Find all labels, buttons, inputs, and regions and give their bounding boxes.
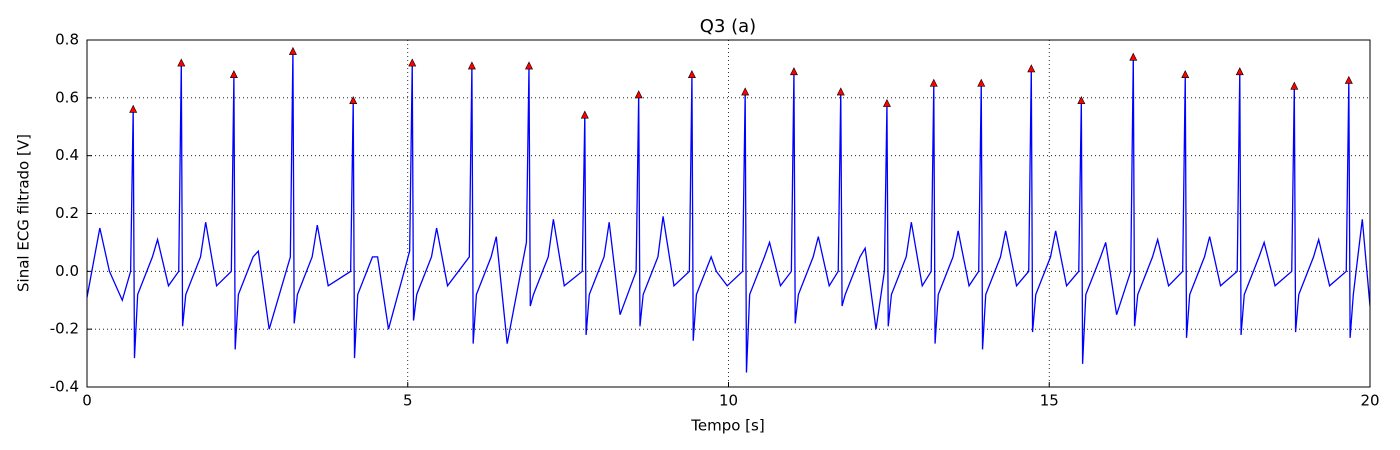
peak-marker <box>1344 75 1353 84</box>
x-tick-label: 15 <box>1040 392 1059 410</box>
y-tick-label: 0.0 <box>55 262 79 280</box>
peak-marker <box>177 58 186 67</box>
x-tick-label: 10 <box>719 392 738 410</box>
peak-marker <box>741 87 750 96</box>
x-axis-label: Tempo [s] <box>690 417 764 435</box>
peak-marker <box>1181 70 1190 78</box>
y-tick-label: 0.4 <box>55 146 79 164</box>
x-tick-label: 20 <box>1360 392 1379 410</box>
peak-marker <box>525 61 533 70</box>
peak-marker <box>1129 52 1138 61</box>
peak-marker <box>977 78 986 87</box>
peak-marker <box>1077 96 1086 105</box>
peak-marker <box>467 61 476 70</box>
y-tick-label: 0.8 <box>55 31 79 49</box>
peak-marker <box>129 104 138 113</box>
peak-marker <box>408 58 417 67</box>
peak-marker <box>288 46 297 55</box>
peak-marker <box>929 78 938 87</box>
peak-marker <box>1027 64 1036 73</box>
peak-marker <box>687 70 696 78</box>
plot-area: -0.4 -0.2 0.0 0.2 0.4 0.6 0.8 0 5 10 15 20 <box>50 31 1380 410</box>
x-tick-label: 0 <box>82 392 92 410</box>
ecg-line <box>87 51 1370 373</box>
peak-marker <box>882 98 891 107</box>
peak-marker <box>229 70 238 78</box>
peak-marker <box>789 67 798 76</box>
y-tick-label: 0.6 <box>55 88 79 106</box>
peak-marker <box>1235 67 1244 76</box>
peak-marker <box>349 96 358 105</box>
y-axis-label: Sinal ECG filtrado [V] <box>15 134 33 292</box>
plot-frame <box>86 39 1371 388</box>
peak-marker <box>580 110 589 119</box>
y-tick-label: 0.2 <box>55 204 79 222</box>
peak-marker <box>836 87 845 96</box>
chart-title: Q3 (a) <box>700 16 756 37</box>
peak-marker <box>634 90 643 99</box>
y-tick-label: -0.2 <box>50 320 79 338</box>
x-tick-label: 5 <box>403 392 413 410</box>
peak-marker <box>1290 81 1299 90</box>
y-tick-label: -0.4 <box>50 378 79 396</box>
